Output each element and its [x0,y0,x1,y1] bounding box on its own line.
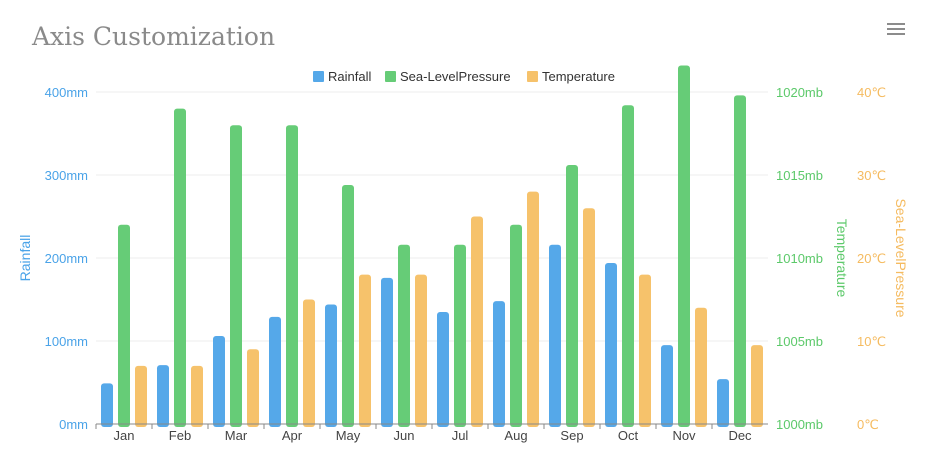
bar-sea-levelpressure [174,108,186,427]
left-axis-tick: 100mm [45,334,88,349]
legend-swatch[interactable] [527,71,538,82]
bar-sea-levelpressure [734,95,746,427]
bar-sea-levelpressure [230,125,242,427]
left-axis-tick: 400mm [45,85,88,100]
left-axis-tick: 0mm [59,417,88,432]
x-tick-label: Oct [618,428,639,443]
legend-item-label[interactable]: Sea-LevelPressure [400,69,511,84]
bar-rainfall [605,262,617,427]
right-axis-tick-pressure: 1020mb [776,85,823,100]
bar-sea-levelpressure [622,105,634,427]
bar-temperature [639,274,651,427]
bar-sea-levelpressure [678,65,690,427]
bar-temperature [415,274,427,427]
right-axis-tick-pressure: 1010mb [776,251,823,266]
right-axis-title-2: Sea-LevelPressure [893,198,909,317]
left-axis-title: Rainfall [17,235,33,282]
right-axis-tick-temperature: 40℃ [857,85,886,100]
bar-sea-levelpressure [286,125,298,427]
bar-rainfall [101,383,113,427]
bar-temperature [191,365,203,427]
x-tick-label: Sep [560,428,583,443]
bar-temperature [247,349,259,427]
bar-rainfall [437,311,449,427]
chart-title: Axis Customization [32,22,276,51]
bar-sea-levelpressure [118,224,130,427]
right-axis-tick-temperature: 30℃ [857,168,886,183]
x-tick-label: Mar [225,428,248,443]
right-axis-tick-temperature: 10℃ [857,334,886,349]
bar-temperature [695,307,707,427]
bar-sea-levelpressure [454,244,466,427]
bar-temperature [527,191,539,427]
bar-rainfall [213,336,225,427]
bar-temperature [751,345,763,427]
x-tick-label: Jul [452,428,469,443]
bar-rainfall [269,316,281,427]
bar-rainfall [381,277,393,427]
legend-swatch[interactable] [313,71,324,82]
bar-rainfall [493,301,505,427]
x-tick-label: Nov [672,428,696,443]
bar-temperature [471,216,483,427]
bar-temperature [135,365,147,427]
left-axis-tick: 200mm [45,251,88,266]
bar-sea-levelpressure [398,244,410,427]
x-tick-label: May [336,428,361,443]
bar-rainfall [717,379,729,427]
bar-rainfall [549,244,561,427]
x-tick-label: Feb [169,428,191,443]
bar-rainfall [661,345,673,427]
right-axis-title-1: Temperature [834,219,850,298]
right-axis-tick-pressure: 1000mb [776,417,823,432]
right-axis-tick-temperature: 20℃ [857,251,886,266]
x-tick-label: Dec [728,428,752,443]
x-tick-label: Aug [504,428,527,443]
bar-sea-levelpressure [566,165,578,428]
left-axis-tick: 300mm [45,168,88,183]
hamburger-menu-icon[interactable] [887,20,905,36]
bar-sea-levelpressure [342,184,354,427]
right-axis-tick-pressure: 1015mb [776,168,823,183]
bar-temperature [583,208,595,427]
bar-temperature [303,299,315,427]
x-tick-label: Apr [282,428,303,443]
bar-temperature [359,274,371,427]
x-tick-label: Jun [394,428,415,443]
right-axis-tick-pressure: 1005mb [776,334,823,349]
bar-sea-levelpressure [510,224,522,427]
legend-item-label[interactable]: Temperature [542,69,615,84]
x-tick-label: Jan [114,428,135,443]
bar-rainfall [325,304,337,427]
legend-item-label[interactable]: Rainfall [328,69,371,84]
bar-rainfall [157,365,169,427]
right-axis-tick-temperature: 0℃ [857,417,879,432]
legend-swatch[interactable] [385,71,396,82]
